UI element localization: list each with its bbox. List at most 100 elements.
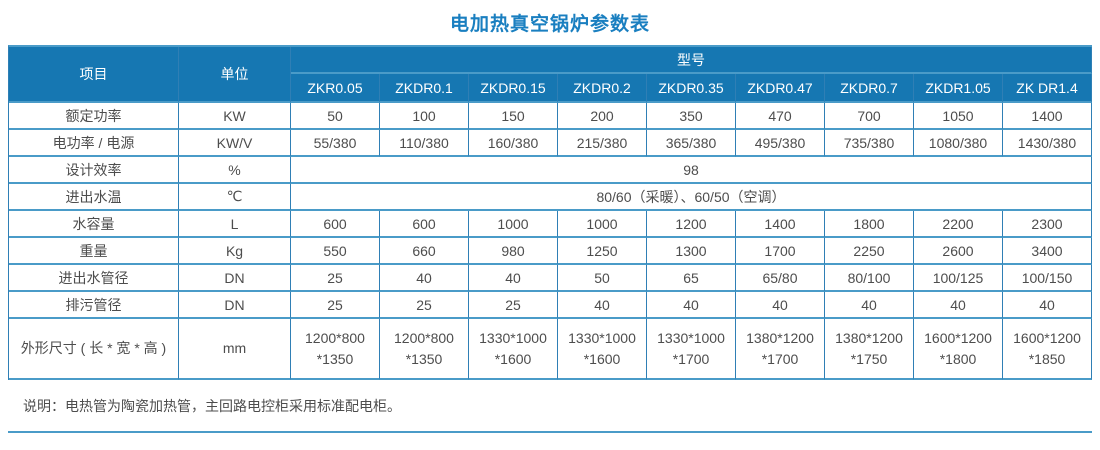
cell-value: 1300	[647, 238, 736, 265]
model-name: ZKDR0.2	[558, 74, 647, 103]
cell-value: 40	[380, 265, 469, 292]
model-name-row: ZKR0.05 ZKDR0.1 ZKDR0.15 ZKDR0.2 ZKDR0.35 ZKD…	[9, 74, 1092, 103]
cell-value: 40	[914, 292, 1003, 319]
row-item-label: 排污管径	[9, 292, 179, 319]
cell-value: 1050	[914, 103, 1003, 130]
cell-value: 25	[380, 292, 469, 319]
cell-value: 50	[291, 103, 380, 130]
cell-value: 1200*800 *1350	[291, 319, 380, 380]
row-unit: %	[179, 157, 291, 184]
row-unit: mm	[179, 319, 291, 380]
page-title: 电加热真空锅炉参数表	[449, 14, 650, 35]
row-item-label: 重量	[9, 238, 179, 265]
header-model: 型号	[291, 47, 1092, 74]
cell-value: 365/380	[647, 130, 736, 157]
header-item: 项目	[9, 47, 179, 103]
cell-value: 25	[291, 292, 380, 319]
cell-value: 40	[1003, 292, 1092, 319]
cell-value: 2300	[1003, 211, 1092, 238]
row-unit: KW/V	[179, 130, 291, 157]
cell-value: 1800	[825, 211, 914, 238]
cell-value: 2600	[914, 238, 1003, 265]
model-name: ZKR0.05	[291, 74, 380, 103]
cell-value: 980	[469, 238, 558, 265]
row-item-label: 外形尺寸 ( 长 * 宽 * 高 )	[9, 319, 179, 380]
model-name: ZKDR0.1	[380, 74, 469, 103]
row-item-label: 进出水管径	[9, 265, 179, 292]
cell-value: 1400	[736, 211, 825, 238]
cell-value: 40	[825, 292, 914, 319]
cell-value: 1330*1000 *1700	[647, 319, 736, 380]
cell-value: 100/150	[1003, 265, 1092, 292]
cell-value: 660	[380, 238, 469, 265]
cell-value: 1080/380	[914, 130, 1003, 157]
cell-value: 1700	[736, 238, 825, 265]
cell-value: 700	[825, 103, 914, 130]
cell-value: 1250	[558, 238, 647, 265]
cell-value: 470	[736, 103, 825, 130]
table-row: 设计效率% 98	[9, 157, 1092, 184]
cell-value: 160/380	[469, 130, 558, 157]
model-name: ZK DR1.4	[1003, 74, 1092, 103]
table-row: 电功率 / 电源 KW/V 55/380 110/380 160/380 215/380 3…	[9, 130, 1092, 157]
cell-value: 110/380	[380, 130, 469, 157]
cell-value: 55/380	[291, 130, 380, 157]
cell-value: 150	[469, 103, 558, 130]
cell-value: 2200	[914, 211, 1003, 238]
cell-value: 50	[558, 265, 647, 292]
cell-value: 1330*1000 *1600	[558, 319, 647, 380]
cell-value: 1000	[469, 211, 558, 238]
row-unit: Kg	[179, 238, 291, 265]
row-unit: DN	[179, 265, 291, 292]
cell-value: 80/100	[825, 265, 914, 292]
cell-value: 1330*1000 *1600	[469, 319, 558, 380]
cell-value: 1430/380	[1003, 130, 1092, 157]
row-item-label: 电功率 / 电源	[9, 130, 179, 157]
table-row: 重量 Kg 550 660 980 1250 1300 1700 2250 2600 3400	[9, 238, 1092, 265]
model-name: ZKDR0.7	[825, 74, 914, 103]
table-row: 排污管径 DN 25 25 25 40 40 40 40 40 40	[9, 292, 1092, 319]
boiler-spec-table: 项目 单位 型号 ZKR0.05 ZKDR0.1 ZKDR0.15 ZKDR0.2 ZK…	[8, 45, 1092, 380]
cell-value: 40	[469, 265, 558, 292]
row-unit: KW	[179, 103, 291, 130]
cell-value: 1600*1200 *1850	[1003, 319, 1092, 380]
table-header: 项目 单位 型号 ZKR0.05 ZKDR0.1 ZKDR0.15 ZKDR0.2 ZK…	[9, 47, 1092, 103]
cell-value: 1380*1200 *1700	[736, 319, 825, 380]
cell-value: 1200*800 *1350	[380, 319, 469, 380]
model-name: ZKDR0.15	[469, 74, 558, 103]
row-unit: DN	[179, 292, 291, 319]
cell-value: 600	[380, 211, 469, 238]
cell-value: 1380*1200 *1750	[825, 319, 914, 380]
cell-value: 1200	[647, 211, 736, 238]
row-item-label: 水容量	[9, 211, 179, 238]
row-span-value: 80/60（采暖）、60/50（空调）	[291, 184, 1092, 211]
model-name: ZKDR0.35	[647, 74, 736, 103]
row-item-label: 进出水温	[9, 184, 179, 211]
header-unit: 单位	[179, 47, 291, 103]
cell-value: 600	[291, 211, 380, 238]
cell-value: 200	[558, 103, 647, 130]
table-body: 额定功率 KW 50 100 150 200 350 470 700 1050 1400 电功率 / …	[9, 103, 1092, 380]
cell-value: 215/380	[558, 130, 647, 157]
model-name: ZKDR1.05	[914, 74, 1003, 103]
cell-value: 1000	[558, 211, 647, 238]
cell-value: 1400	[1003, 103, 1092, 130]
table-row: 水容量 L 600 600 1000 1000 1200 1400 1800 2200 2300	[9, 211, 1092, 238]
table-row: 进出水温 ℃ 80/60（采暖）、60/50（空调）	[9, 184, 1092, 211]
cell-value: 350	[647, 103, 736, 130]
row-unit: L	[179, 211, 291, 238]
cell-value: 65/80	[736, 265, 825, 292]
cell-value: 495/380	[736, 130, 825, 157]
cell-value: 40	[736, 292, 825, 319]
cell-value: 40	[558, 292, 647, 319]
table-row: 额定功率 KW 50 100 150 200 350 470 700 1050 1400	[9, 103, 1092, 130]
row-item-label: 设计效率	[9, 157, 179, 184]
row-unit: ℃	[179, 184, 291, 211]
cell-value: 2250	[825, 238, 914, 265]
cell-value: 3400	[1003, 238, 1092, 265]
cell-value: 1600*1200 *1800	[914, 319, 1003, 380]
note-text: 说明：电热管为陶瓷加热管，主回路电控柜采用标准配电柜。	[8, 380, 1092, 433]
cell-value: 100	[380, 103, 469, 130]
cell-value: 100/125	[914, 265, 1003, 292]
cell-value: 40	[647, 292, 736, 319]
